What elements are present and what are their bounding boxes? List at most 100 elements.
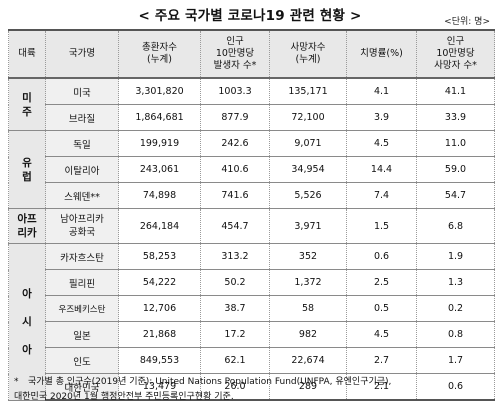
country-cell: 독일 [45,130,119,157]
cases-cell: 21,868 [118,321,201,348]
deaths-cell: 289 [269,373,347,401]
country-cell: 일본 [45,321,119,348]
fatality-cell: 0.6 [346,243,417,270]
cases-cell: 54,222 [118,269,201,296]
fatality-cell: 3.9 [346,104,417,131]
incidence-cell: 410.6 [200,156,270,183]
footnote-marker: * [14,377,19,387]
cases-cell: 199,919 [118,130,201,157]
covid-stats-table: 대륙 국가명 총환자수 (누계) 인구 10만명당 발생자 수* 사망자수 (누계) 치… [8,29,495,401]
country-cell: 스웨덴** [45,182,119,209]
table-row: 필리핀 54,222 50.2 1,372 2.5 1.3 [9,269,495,296]
cases-cell: 243,061 [118,156,201,183]
incidence-cell: 38.7 [200,295,270,322]
country-cell: 카자흐스탄 [45,243,119,270]
country-cell: 남아프리카 공화국 [45,208,119,244]
deaths-cell: 352 [269,243,347,270]
incidence-cell: 26.0 [200,373,270,401]
table-row: 스웨덴** 74,898 741.6 5,526 7.4 54.7 [9,182,495,209]
cases-cell: 3,301,820 [118,77,201,105]
incidence-cell: 454.7 [200,208,270,244]
country-cell: 인도 [45,347,119,374]
cases-cell: 264,184 [118,208,201,244]
country-cell: 이탈리아 [45,156,119,183]
fatality-cell: 2.7 [346,347,417,374]
mortality-cell: 11.0 [416,130,495,157]
table-row: 인도 849,553 62.1 22,674 2.7 1.7 [9,347,495,374]
incidence-cell: 877.9 [200,104,270,131]
cases-cell: 74,898 [118,182,201,209]
fatality-cell: 1.5 [346,208,417,244]
mortality-cell: 0.8 [416,321,495,348]
deaths-cell: 34,954 [269,156,347,183]
footnote-line-1: * 국가별 총 인구수(2019년 기준): United Nations Pop… [14,375,494,390]
deaths-cell: 5,526 [269,182,347,209]
incidence-cell: 62.1 [200,347,270,374]
table-row: 아프 리카 남아프리카 공화국 264,184 454.7 3,971 1.5 6.… [8,208,495,244]
col-header-fatality: 치명률(%) [346,29,417,79]
deaths-cell: 982 [269,321,347,348]
fatality-cell: 7.4 [346,182,417,209]
table-row: 대한민국 13,479 26.0 289 2.1 0.6 [9,373,495,401]
country-cell: 브라질 [45,104,119,131]
mortality-cell: 6.8 [416,208,495,244]
cases-cell: 849,553 [118,347,201,374]
col-header-region: 대륙 [8,29,46,79]
incidence-cell: 741.6 [200,182,270,209]
table-header-row: 대륙 국가명 총환자수 (누계) 인구 10만명당 발생자 수* 사망자수 (누계) 치… [8,29,495,79]
mortality-cell: 59.0 [416,156,495,183]
table-row: 우즈베키스탄 12,706 38.7 58 0.5 0.2 [9,295,495,322]
footnote-text-1: 국가별 총 인구수(2019년 기준): United Nations Popu… [28,377,392,387]
deaths-cell: 135,171 [269,77,347,105]
mortality-cell: 0.2 [416,295,495,322]
fatality-cell: 0.5 [346,295,417,322]
country-cell: 필리핀 [45,269,119,296]
page-title: < 주요 국가별 코로나19 관련 현황 > [138,8,362,24]
deaths-cell: 58 [269,295,347,322]
fatality-cell: 4.1 [346,77,417,105]
table-row: 이탈리아 243,061 410.6 34,954 14.4 59.0 [9,156,495,183]
footnote-text-2: 대한민국 2020년 1월 행정안전부 주민등록인구현황 기준. [14,392,234,402]
incidence-cell: 50.2 [200,269,270,296]
deaths-cell: 72,100 [269,104,347,131]
col-header-deaths: 사망자수 (누계) [269,29,347,79]
mortality-cell: 41.1 [416,77,495,105]
mortality-cell: 0.6 [416,373,495,401]
col-header-mortality: 인구 10만명당 사망자 수* [416,29,495,79]
mortality-cell: 33.9 [416,104,495,131]
incidence-cell: 17.2 [200,321,270,348]
footnote-line-2: 대한민국 2020년 1월 행정안전부 주민등록인구현황 기준. [14,390,494,405]
mortality-cell: 1.7 [416,347,495,374]
deaths-cell: 1,372 [269,269,347,296]
region-cell-africa: 아프 리카 [8,208,46,244]
cases-cell: 12,706 [118,295,201,322]
cases-cell: 58,253 [118,243,201,270]
cases-cell: 1,864,681 [118,104,201,131]
country-cell: 우즈베키스탄 [45,295,119,322]
footnote: * 국가별 총 인구수(2019년 기준): United Nations Pop… [14,375,494,405]
incidence-cell: 1003.3 [200,77,270,105]
country-cell: 대한민국 [45,373,119,401]
fatality-cell: 4.5 [346,130,417,157]
deaths-cell: 3,971 [269,208,347,244]
fatality-cell: 14.4 [346,156,417,183]
unit-note: <단위: 명> [444,17,490,27]
mortality-cell: 1.3 [416,269,495,296]
country-cell: 미국 [45,77,119,105]
table-row: 일본 21,868 17.2 982 4.5 0.8 [9,321,495,348]
mortality-cell: 54.7 [416,182,495,209]
deaths-cell: 22,674 [269,347,347,374]
incidence-cell: 242.6 [200,130,270,157]
table-row: 브라질 1,864,681 877.9 72,100 3.9 33.9 [9,104,495,131]
fatality-cell: 4.5 [346,321,417,348]
incidence-cell: 313.2 [200,243,270,270]
col-header-cases: 총환자수 (누계) [118,29,201,79]
col-header-country: 국가명 [45,29,119,79]
mortality-cell: 1.9 [416,243,495,270]
